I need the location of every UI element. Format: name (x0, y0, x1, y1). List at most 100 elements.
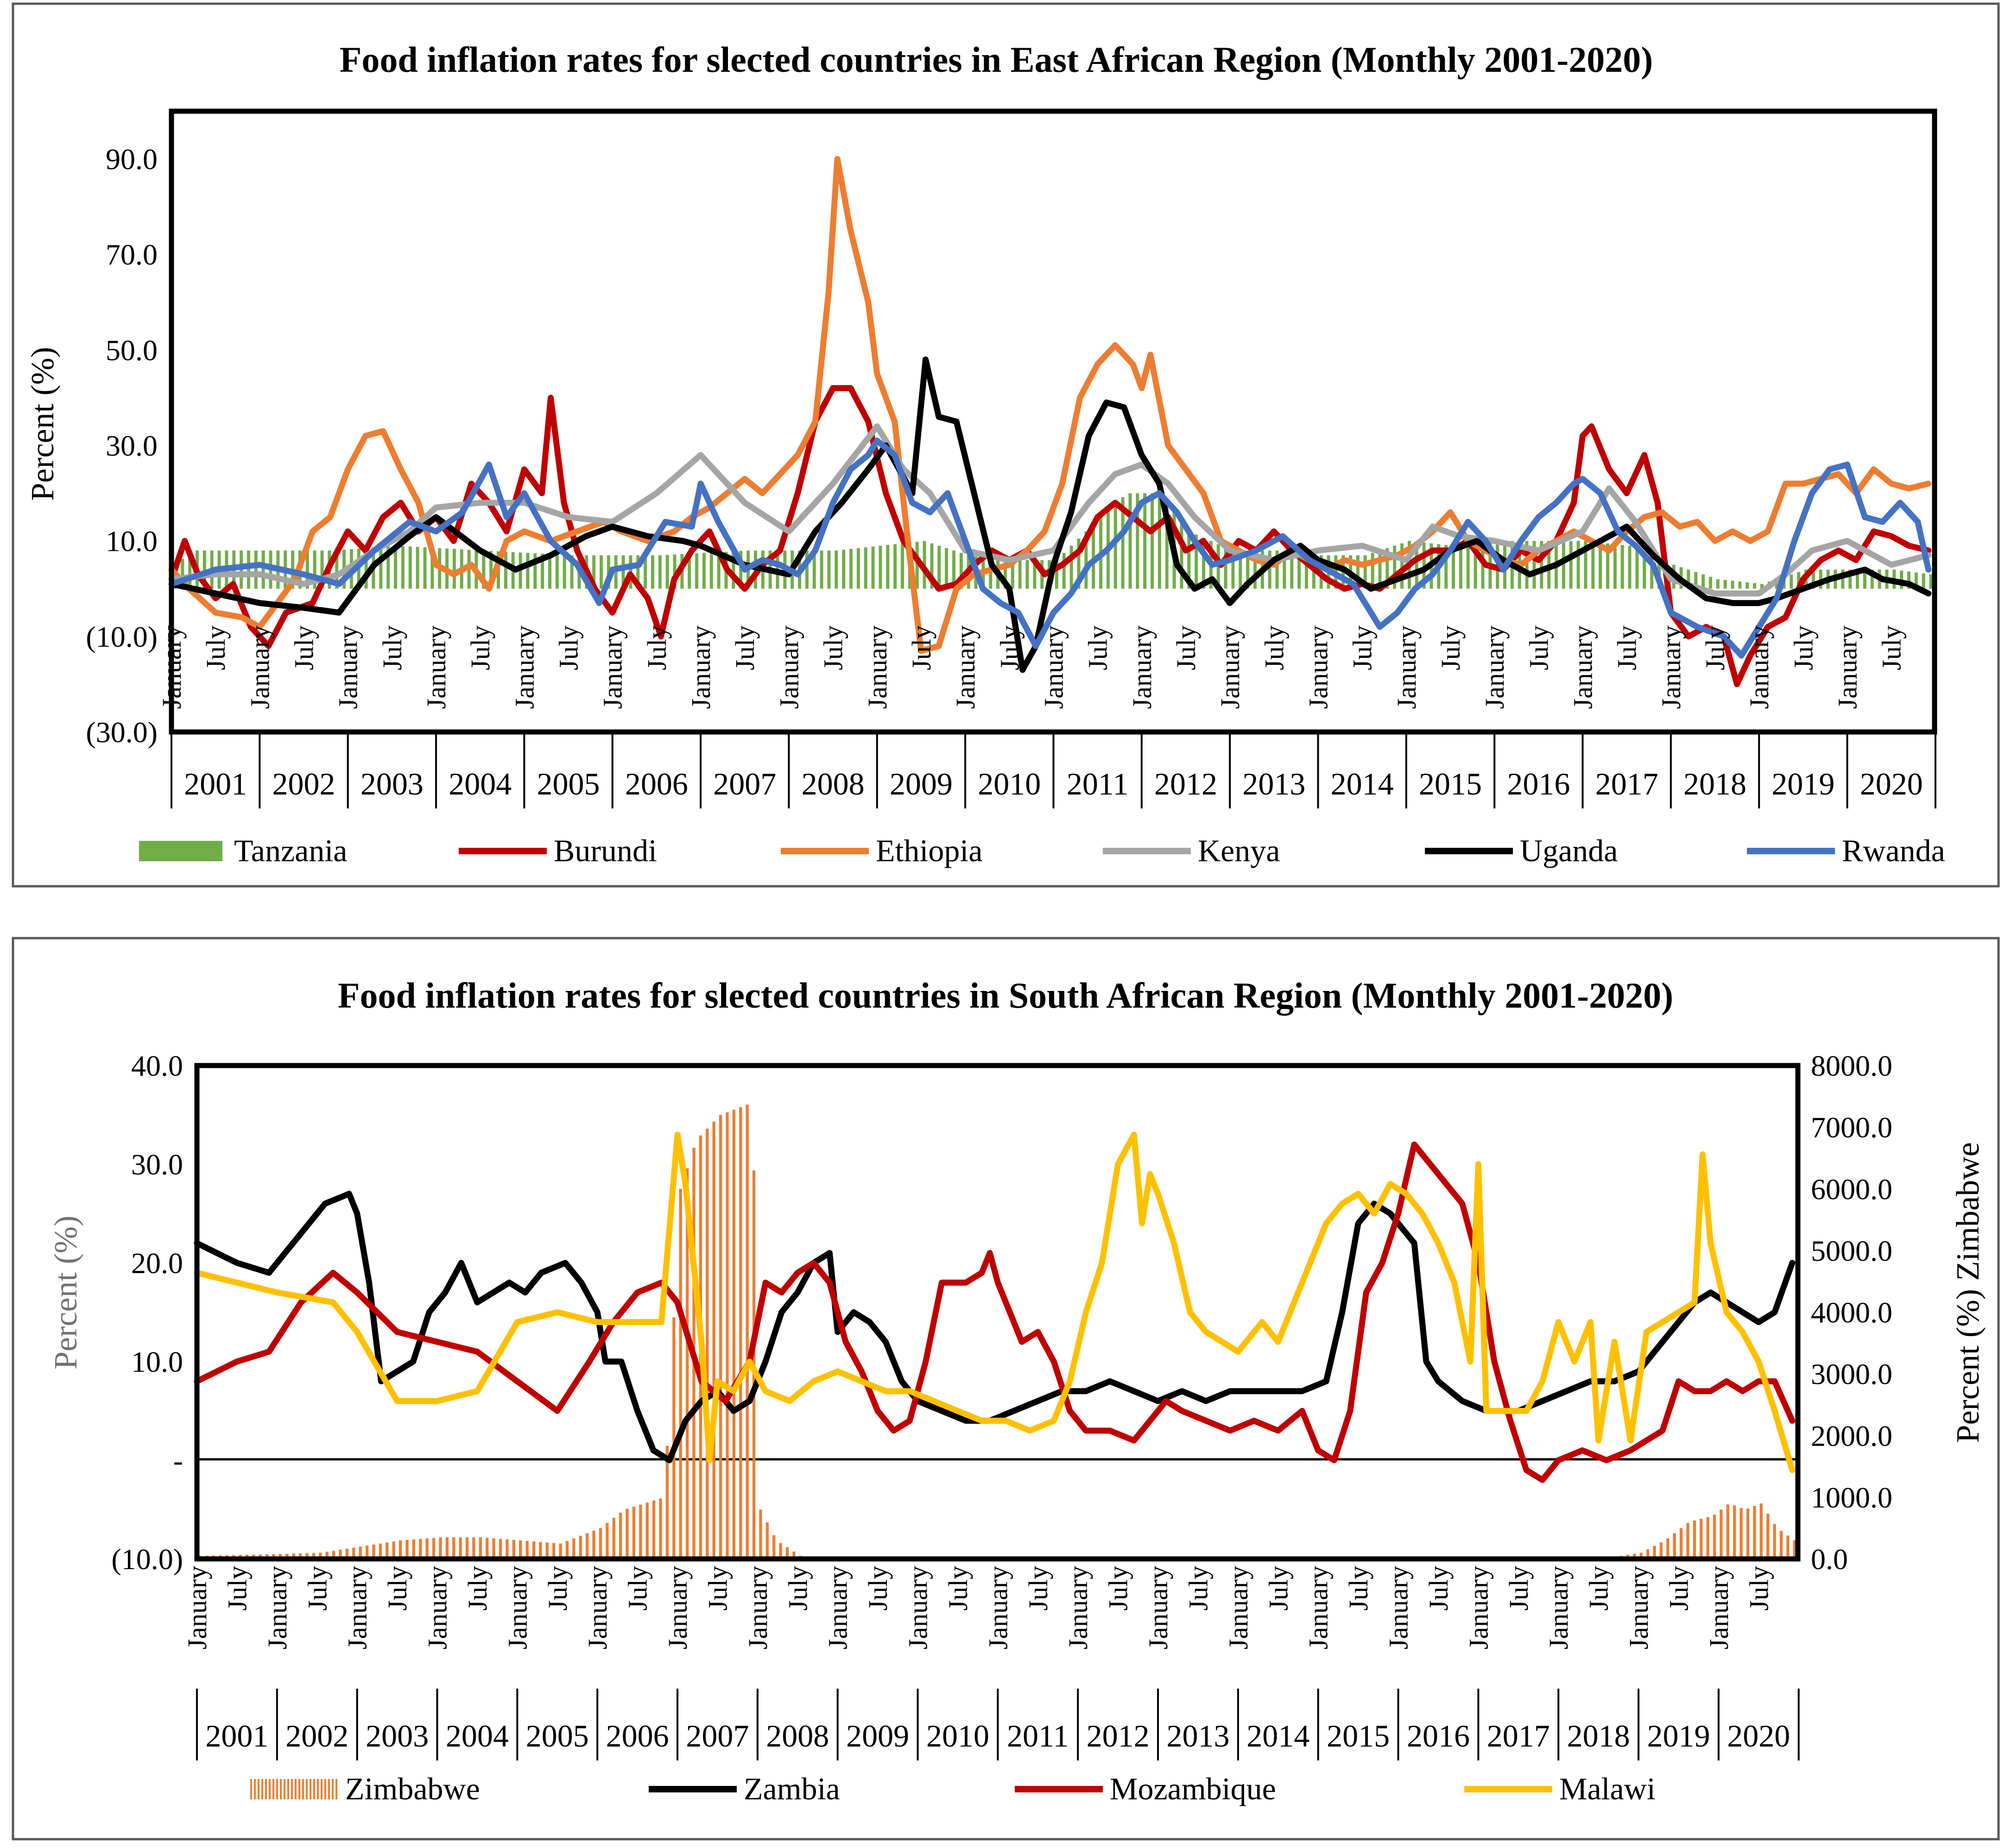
zimbabwe-bar (1666, 1538, 1670, 1559)
zimbabwe-bar (792, 1552, 796, 1559)
tanzania-bar (1092, 524, 1095, 589)
east-month-label: January (1833, 625, 1863, 709)
zimbabwe-bar (1679, 1528, 1683, 1559)
tanzania-bar (1378, 550, 1382, 589)
zimbabwe-bar (1653, 1545, 1656, 1559)
rwanda-legend-label: Rwanda (1842, 833, 1945, 868)
east-month-label: January (421, 625, 451, 709)
zimbabwe-bar (1686, 1523, 1689, 1559)
zimbabwe-bar (732, 1110, 736, 1559)
zimbabwe-bar (1706, 1517, 1709, 1559)
tanzania-bar (526, 553, 530, 589)
tanzania-bar (181, 559, 184, 589)
zimbabwe-bar (1693, 1520, 1696, 1559)
zimbabwe-legend-swatch (302, 1779, 304, 1799)
zimbabwe-bar (612, 1518, 615, 1559)
zimbabwe-bar (785, 1547, 789, 1559)
east-year-label: 2017 (1595, 766, 1658, 801)
east-year-label: 2015 (1419, 766, 1482, 801)
zimbabwe-bar (506, 1539, 509, 1559)
zimbabwe-bar (486, 1538, 489, 1559)
tanzania-bar (1716, 579, 1720, 589)
south-year-label: 2017 (1487, 1718, 1550, 1753)
south-month-label: July (1584, 1566, 1614, 1611)
south-year-label: 2019 (1647, 1718, 1710, 1753)
zimbabwe-bar (472, 1537, 475, 1559)
tanzania-bar (1422, 542, 1426, 589)
tanzania-bar (1474, 543, 1477, 589)
east-year-label: 2001 (184, 766, 247, 801)
south-y2-tick: 6000.0 (1811, 1173, 1892, 1205)
tanzania-bar (849, 549, 853, 589)
zimbabwe-bar (459, 1537, 462, 1559)
tanzania-bar (820, 550, 823, 589)
east-year-label: 2009 (890, 766, 953, 801)
tanzania-bar (835, 550, 838, 589)
tanzania-bar (1540, 541, 1543, 589)
tanzania-bar (915, 542, 919, 589)
tanzania-bar (408, 546, 412, 589)
zimbabwe-legend-swatch (250, 1779, 252, 1799)
kenya-legend-label: Kenya (1198, 833, 1280, 868)
east-year-label: 2002 (272, 766, 335, 801)
south-y2-tick: 7000.0 (1811, 1111, 1892, 1144)
tanzania-bar (1841, 569, 1845, 589)
south-month-label: July (222, 1566, 252, 1611)
tanzania-bar (1033, 560, 1037, 589)
east-month-label: January (950, 625, 980, 709)
tanzania-bar (1385, 548, 1389, 589)
tanzania-bar (989, 557, 993, 589)
tanzania-bar (1151, 493, 1154, 589)
south-month-label: July (702, 1566, 733, 1611)
tanzania-bar (482, 550, 486, 589)
south-chart-frame (12, 937, 2000, 1841)
tanzania-bar (945, 548, 949, 589)
south-month-label: January (502, 1566, 532, 1649)
tanzania-bar (1268, 550, 1271, 589)
zimbabwe-bar (425, 1538, 429, 1559)
zimbabwe-bar (779, 1543, 782, 1559)
zimbabwe-legend-swatch (295, 1779, 297, 1799)
east-month-label: January (509, 625, 539, 709)
south-month-label: July (1023, 1566, 1053, 1611)
zimbabwe-bar (659, 1498, 662, 1559)
south-month-label: January (423, 1566, 453, 1649)
tanzania-bar (717, 552, 721, 589)
tanzania-bar (1084, 531, 1088, 589)
south-year-label: 2001 (205, 1718, 268, 1753)
zimbabwe-bar (1759, 1503, 1763, 1559)
tanzania-bar (1694, 572, 1698, 589)
south-month-label: January (1384, 1566, 1414, 1649)
tanzania-bar (1275, 550, 1279, 589)
south-month-label: July (1183, 1566, 1214, 1611)
tanzania-bar (541, 554, 544, 589)
tanzania-bar (1584, 541, 1588, 589)
zimbabwe-bar (599, 1528, 602, 1559)
zimbabwe-bar (665, 1445, 669, 1559)
east-month-label: July (906, 625, 936, 670)
zimbabwe-bar (512, 1539, 515, 1559)
tanzania-bar (188, 553, 192, 589)
tanzania-bar (1907, 571, 1910, 589)
zimbabwe-bar (1720, 1509, 1723, 1559)
tanzania-bar (1613, 544, 1617, 589)
east-year-label: 2003 (361, 766, 424, 801)
tanzania-bar (335, 550, 339, 589)
tanzania-bar (1444, 545, 1448, 589)
south-y2-tick: 4000.0 (1811, 1296, 1892, 1329)
zimbabwe-bar (1773, 1524, 1776, 1559)
east-month-label: January (245, 625, 275, 709)
east-x-axis: January July 2001 January July 2002 January Jul… (157, 625, 1936, 808)
east-y-axis-label: Percent (%) (25, 347, 61, 501)
tanzania-bar (1797, 572, 1801, 589)
zimbabwe-bar (639, 1504, 642, 1559)
south-month-label: July (302, 1566, 332, 1611)
zimbabwe-bar (672, 1317, 676, 1559)
tanzania-bar (1790, 574, 1793, 589)
zimbabwe-bar (1753, 1506, 1756, 1559)
south-month-label: January (342, 1566, 373, 1649)
zimbabwe-legend-swatch (258, 1779, 259, 1799)
tanzania-bar (959, 553, 963, 589)
tanzania-bar (1062, 553, 1066, 589)
